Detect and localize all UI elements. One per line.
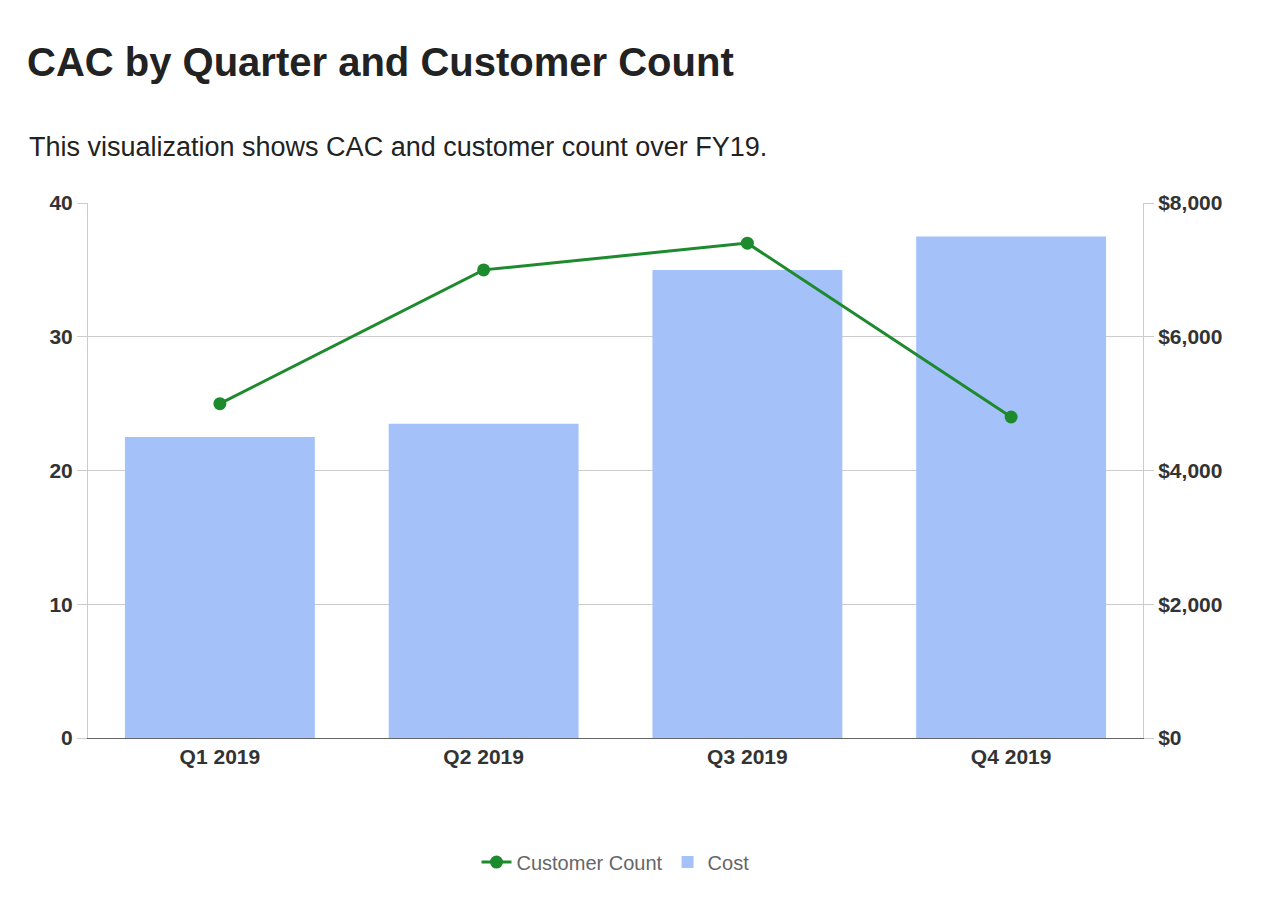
- svg-text:Q3 2019: Q3 2019: [707, 745, 788, 768]
- svg-text:Q1 2019: Q1 2019: [180, 745, 261, 768]
- svg-text:Cost: Cost: [708, 852, 750, 874]
- svg-text:10: 10: [49, 593, 72, 616]
- svg-text:This visualization shows CAC a: This visualization shows CAC and custome…: [29, 132, 767, 162]
- svg-text:$4,000: $4,000: [1158, 459, 1222, 482]
- svg-text:Q4 2019: Q4 2019: [971, 745, 1052, 768]
- svg-text:$0: $0: [1158, 726, 1181, 749]
- svg-text:0: 0: [61, 726, 73, 749]
- svg-text:30: 30: [49, 325, 72, 348]
- svg-text:$6,000: $6,000: [1158, 325, 1222, 348]
- svg-text:$2,000: $2,000: [1158, 593, 1222, 616]
- svg-text:CAC by Quarter and Customer Co: CAC by Quarter and Customer Count: [27, 40, 734, 84]
- svg-text:Q2 2019: Q2 2019: [443, 745, 524, 768]
- svg-text:Customer Count: Customer Count: [517, 852, 663, 874]
- svg-text:40: 40: [49, 191, 72, 214]
- svg-text:20: 20: [49, 459, 72, 482]
- svg-text:$8,000: $8,000: [1158, 191, 1222, 214]
